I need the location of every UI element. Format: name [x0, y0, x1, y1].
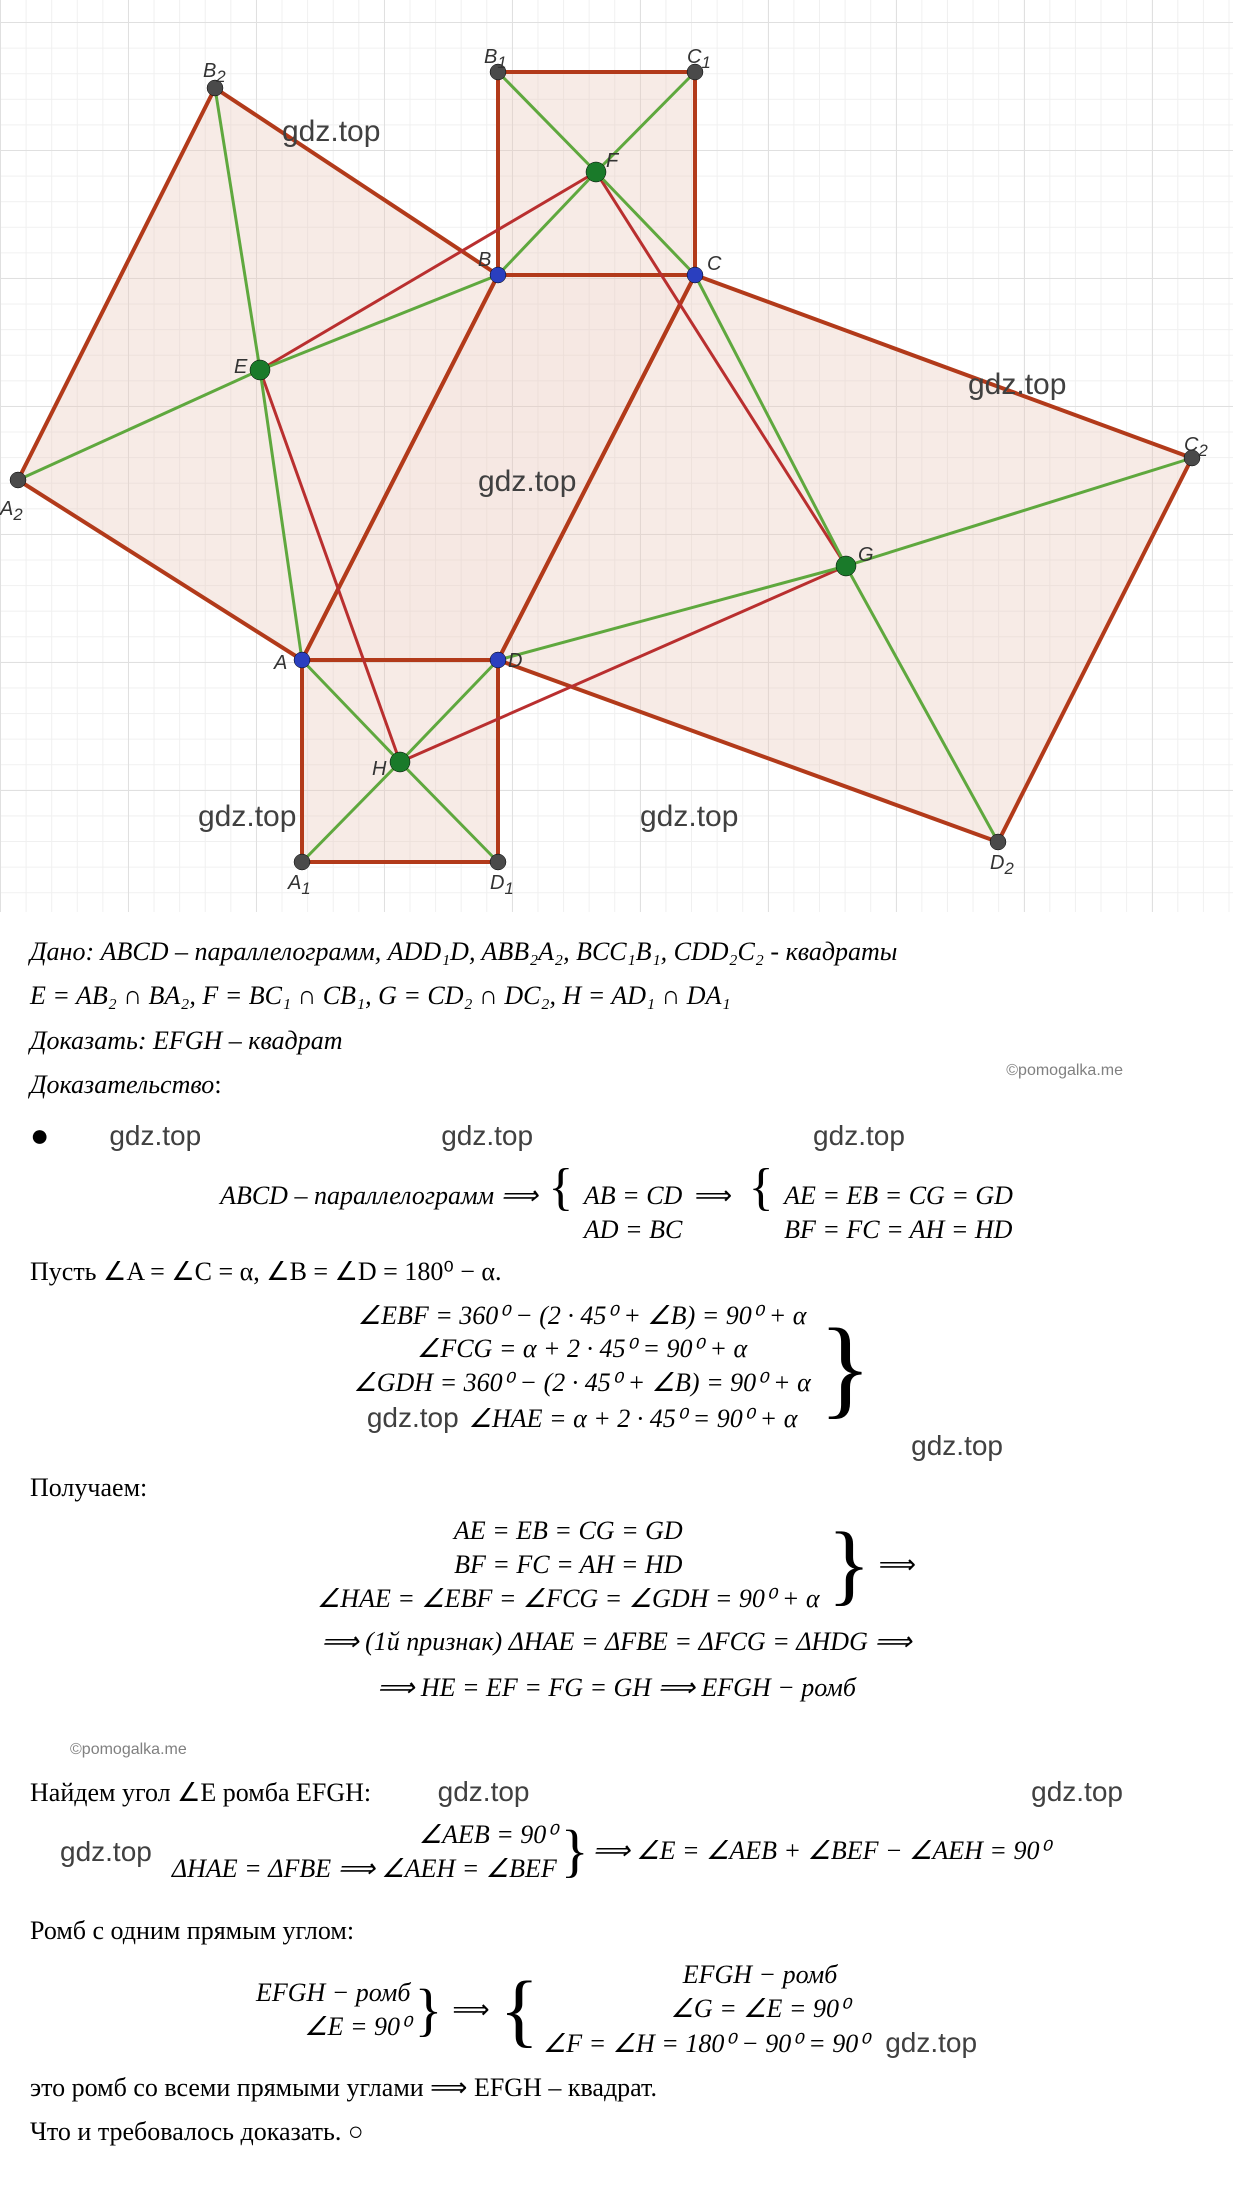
brace-icon: { [749, 1159, 774, 1216]
brace-icon: } [819, 1329, 872, 1406]
point-label-B1: B1 [484, 46, 507, 73]
final-b: ∠E = 90⁰ [256, 2010, 411, 2044]
final-r1: EFGH − ромб [543, 1958, 977, 1992]
imply-arrow-icon: ⟹ [452, 1990, 489, 2030]
equality-group: AE = EB = CG = GD BF = FC = AH = HD ∠HAE… [30, 1514, 1203, 1615]
angle-ebf: ∠EBF = 360⁰ − (2 · 45⁰ + ∠B) = 90⁰ + α [353, 1299, 810, 1333]
watermark-text: gdz.top [1031, 1770, 1123, 1813]
watermark-text: gdz.top [60, 1830, 152, 1873]
point-label-B: B [478, 249, 491, 272]
watermark-text: gdz.top [813, 1114, 905, 1157]
proof-text: Дано: ABCD – параллелограмм, ADD₁D, ABB₂… [0, 912, 1233, 2186]
grp3-1: AE = EB = CG = GD [317, 1514, 820, 1548]
angle-aeb: ∠AEB = 90⁰ [172, 1818, 557, 1852]
proof-colon: : [214, 1070, 221, 1099]
geometry-diagram: A B C D B1 C1 B2 A2 A1 D1 C2 D2 E F G H gdz.top gdz.top g… [0, 0, 1233, 912]
eq-ad-bc: AD = BC [584, 1213, 682, 1247]
find-angle-text: Найдем угол ∠E ромба EFGH: [30, 1778, 371, 1807]
final-r3: ∠F = ∠H = 180⁰ − 90⁰ = 90⁰ [543, 2029, 869, 2058]
brace-icon: { [500, 1977, 539, 2043]
implication-1: ABCD – параллелограмм ⟹ { AB = CD AD = B… [30, 1167, 1203, 1247]
watermark-text: gdz.top [885, 2027, 977, 2058]
point-label-E: E [234, 356, 247, 379]
rhomb-right-angle: Ромб с одним прямым углом: [30, 1911, 1203, 1951]
point-label-C: C [707, 253, 721, 276]
prove-content: : EFGH – квадрат [138, 1026, 343, 1055]
watermark-text: gdz.top [968, 368, 1066, 402]
given-line-2: E = AB₂ ∩ BA₂, F = BC₁ ∩ CB₁, G = CD₂ ∩ … [30, 976, 1203, 1016]
proof-label-line: Доказательство: ©pomogalka.me [30, 1065, 1203, 1105]
grp3-2: BF = FC = AH = HD [317, 1548, 820, 1582]
watermark-text: gdz.top [109, 1114, 201, 1157]
bullet-row: ● gdz.top gdz.top gdz.top [30, 1111, 1203, 1161]
final-derivation: EFGH − ромб ∠E = 90⁰ } ⟹ { EFGH − ромб ∠… [30, 1958, 1203, 2062]
conclusion-line: это ромб со всеми прямыми углами ⟹ EFGH … [30, 2068, 1203, 2108]
proof-label: Доказательство [30, 1070, 214, 1099]
watermark-text: gdz.top [198, 800, 296, 834]
angle-e-result: ⟹ ∠E = ∠AEB + ∠BEF − ∠AEH = 90⁰ [593, 1831, 1050, 1871]
imply-arrow-icon: ⟹ [695, 1181, 732, 1210]
point-label-A: A [274, 652, 287, 675]
triangle-congruence: ⟹ (1й признак) ΔHAE = ΔFBE = ΔFCG = ΔHDG… [30, 1622, 1203, 1662]
find-angle-line: Найдем угол ∠E ромба EFGH: gdz.top gdz.t… [30, 1770, 1203, 1813]
point-label-C2: C2 [1184, 434, 1208, 461]
poluchaem-label: Получаем: [30, 1468, 1203, 1508]
brace-icon: { [548, 1159, 573, 1216]
grp3-3: ∠HAE = ∠EBF = ∠FCG = ∠GDH = 90⁰ + α [317, 1582, 820, 1616]
qed-line: Что и требовалось доказать. ○ [30, 2112, 1203, 2152]
point-label-G: G [858, 544, 874, 567]
bullet-icon: ● [30, 1111, 49, 1161]
copyright-mark: ©pomogalka.me [1006, 1059, 1123, 1084]
watermark-text: gdz.top [282, 115, 380, 149]
rhombus-result: ⟹ HE = EF = FG = GH ⟹ EFGH − ромб [30, 1668, 1203, 1708]
parallelogram-imply: ABCD – параллелограмм ⟹ [220, 1181, 538, 1210]
final-r2: ∠G = ∠E = 90⁰ [543, 1992, 977, 2026]
diagram-svg [0, 0, 1233, 912]
given-label: Дано [30, 937, 85, 966]
angle-group: ∠EBF = 360⁰ − (2 · 45⁰ + ∠B) = 90⁰ + α ∠… [30, 1299, 1203, 1437]
eq-ae-gd: AE = EB = CG = GD [784, 1179, 1013, 1213]
watermark-text: gdz.top [367, 1402, 459, 1433]
final-a: EFGH − ромб [256, 1976, 411, 2010]
watermark-text: gdz.top [441, 1114, 533, 1157]
point-label-A1: A1 [288, 872, 311, 899]
point-label-D1: D1 [490, 872, 514, 899]
angle-gdh: ∠GDH = 360⁰ − (2 · 45⁰ + ∠B) = 90⁰ + α [353, 1366, 810, 1400]
brace-icon: } [561, 1828, 589, 1874]
prove-label: Доказать [30, 1026, 138, 1055]
eq-bf-hd: BF = FC = AH = HD [784, 1213, 1013, 1247]
prove-line: Доказать: EFGH – квадрат [30, 1021, 1203, 1061]
point-label-B2: B2 [203, 60, 226, 87]
given-line: Дано: ABCD – параллелограмм, ADD₁D, ABB₂… [30, 932, 1203, 972]
angle-e-derivation: gdz.top ∠AEB = 90⁰ ΔHAE = ΔFBE ⟹ ∠AEH = … [30, 1818, 1203, 1886]
copyright-row: ©pomogalka.me [30, 1726, 1203, 1766]
watermark-text: gdz.top [478, 465, 576, 499]
tri-equal-angles: ΔHAE = ΔFBE ⟹ ∠AEH = ∠BEF [172, 1852, 557, 1886]
point-label-A2: A2 [0, 498, 23, 525]
angle-fcg: ∠FCG = α + 2 · 45⁰ = 90⁰ + α [353, 1332, 810, 1366]
watermark-text: gdz.top [438, 1776, 530, 1807]
brace-icon: } [414, 1987, 442, 2033]
eq-ab-cd: AB = CD [584, 1179, 682, 1213]
point-label-D: D [508, 650, 522, 673]
copyright-mark: ©pomogalka.me [70, 1741, 187, 1758]
point-label-H: H [372, 758, 386, 781]
brace-icon: } [828, 1533, 871, 1596]
let-angles: Пусть ∠A = ∠C = α, ∠B = ∠D = 180⁰ − α. [30, 1252, 1203, 1292]
given-content: : ABCD – параллелограмм, ADD₁D, ABB₂A₂, … [85, 937, 897, 966]
imply-arrow-icon: ⟹ [879, 1545, 916, 1585]
watermark-text: gdz.top [640, 800, 738, 834]
angle-hae: ∠HAE = α + 2 · 45⁰ = 90⁰ + α [469, 1404, 798, 1433]
point-label-C1: C1 [687, 46, 711, 73]
point-label-F: F [606, 150, 618, 173]
point-label-D2: D2 [990, 852, 1014, 879]
